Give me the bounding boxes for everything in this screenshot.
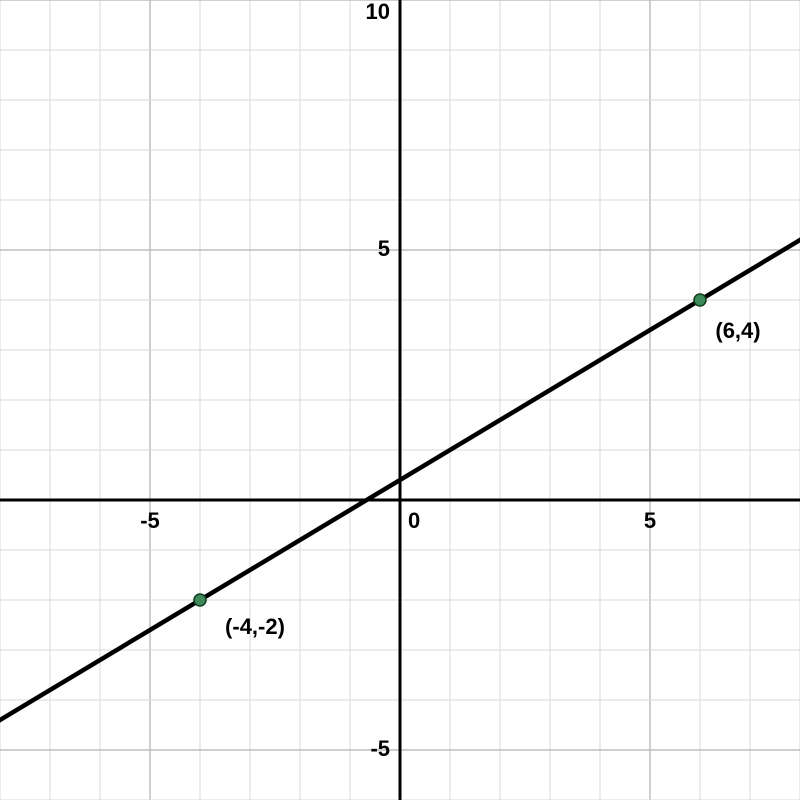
plot-point bbox=[694, 294, 706, 306]
x-tick-label: 0 bbox=[408, 508, 420, 533]
coordinate-plot: -5 0 5 -5 5 10 (-4,-2) (6,4) bbox=[0, 0, 800, 800]
point-label: (6,4) bbox=[715, 318, 760, 343]
y-tick-label: 10 bbox=[366, 0, 390, 24]
point-label: (-4,-2) bbox=[225, 614, 285, 639]
y-tick-label: -5 bbox=[370, 736, 390, 761]
plot-point bbox=[194, 594, 206, 606]
x-tick-label: 5 bbox=[644, 508, 656, 533]
x-tick-label: -5 bbox=[140, 508, 160, 533]
y-tick-label: 5 bbox=[378, 236, 390, 261]
